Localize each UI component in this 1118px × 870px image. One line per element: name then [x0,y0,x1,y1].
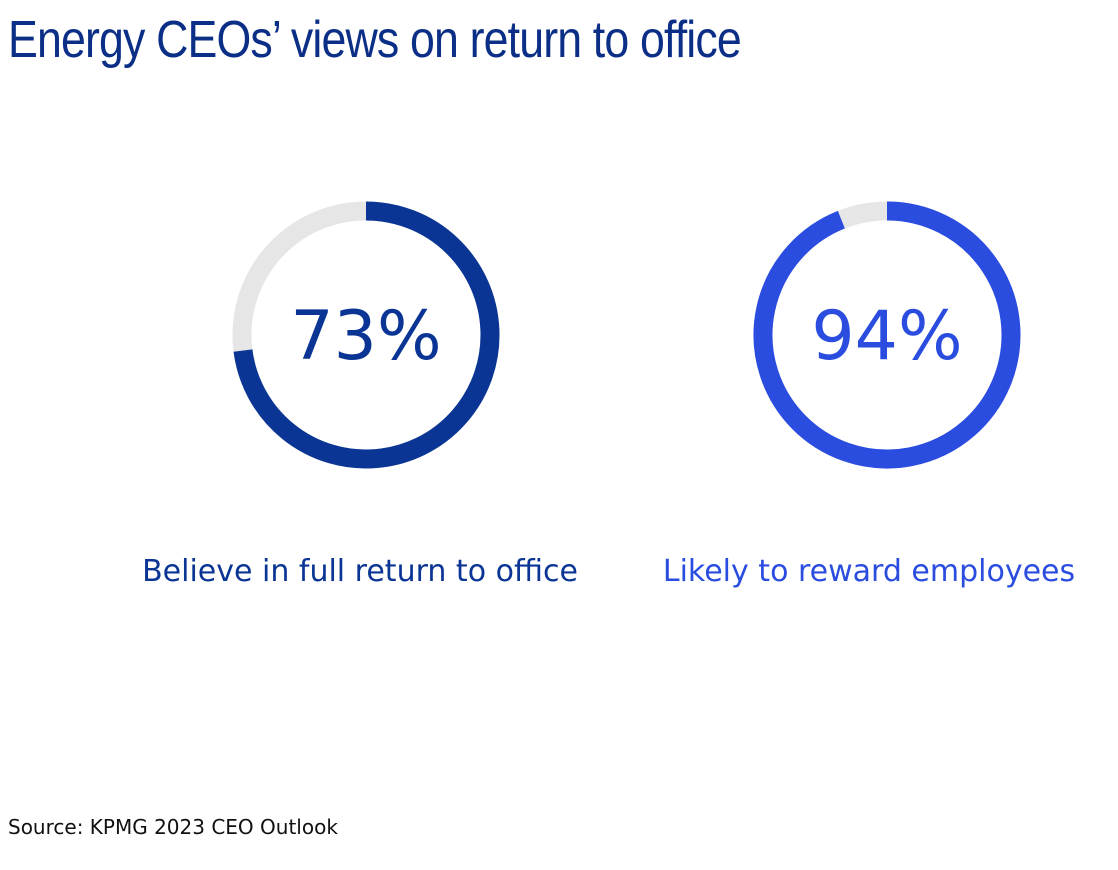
donut-value-label: 94% [811,297,962,376]
source-note: Source: KPMG 2023 CEO Outlook [8,815,338,839]
chart-title: Energy CEOs’ views on return to office [8,11,742,69]
donut-value-arc [233,201,500,469]
donut-label-return-to-office: Believe in full return to office [142,554,578,589]
donut-label-reward-employees: Likely to reward employees [662,554,1076,589]
donut-value-label: 73% [290,297,441,376]
donut-value-arc [753,201,1021,469]
